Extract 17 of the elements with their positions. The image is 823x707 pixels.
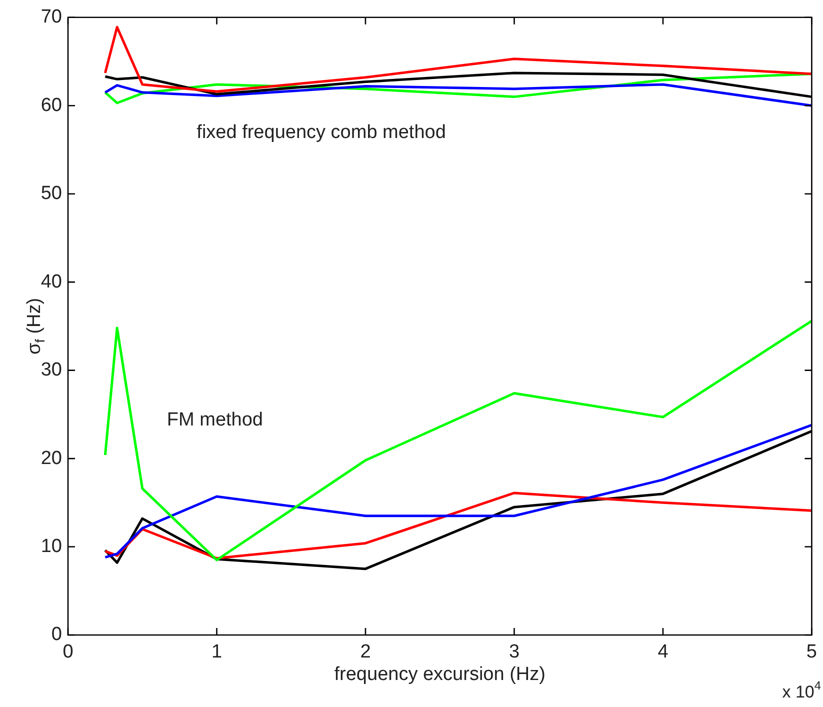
y-tick-label: 40	[40, 271, 62, 292]
y-tick-label: 30	[40, 360, 62, 381]
x-tick-label: 3	[508, 642, 520, 663]
x-tick-label: 4	[658, 642, 669, 663]
y-tick-label: 10	[40, 536, 62, 558]
x-axis-title: frequency excursion (Hz)	[334, 664, 546, 686]
y-axis-title: σf (Hz)	[24, 298, 48, 354]
annotation: FM method	[166, 409, 264, 430]
x-tick-label: 5	[806, 642, 818, 663]
x-tick-label: 1	[211, 642, 222, 663]
y-tick-label: 50	[40, 183, 62, 204]
annotation: fixed frequency comb method	[196, 122, 446, 144]
y-tick-label: 0	[51, 624, 62, 646]
y-tick-label: 20	[40, 448, 62, 469]
y-tick-label: 60	[40, 94, 62, 116]
x-tick-label: 2	[360, 642, 371, 663]
y-tick-label: 70	[40, 6, 62, 28]
